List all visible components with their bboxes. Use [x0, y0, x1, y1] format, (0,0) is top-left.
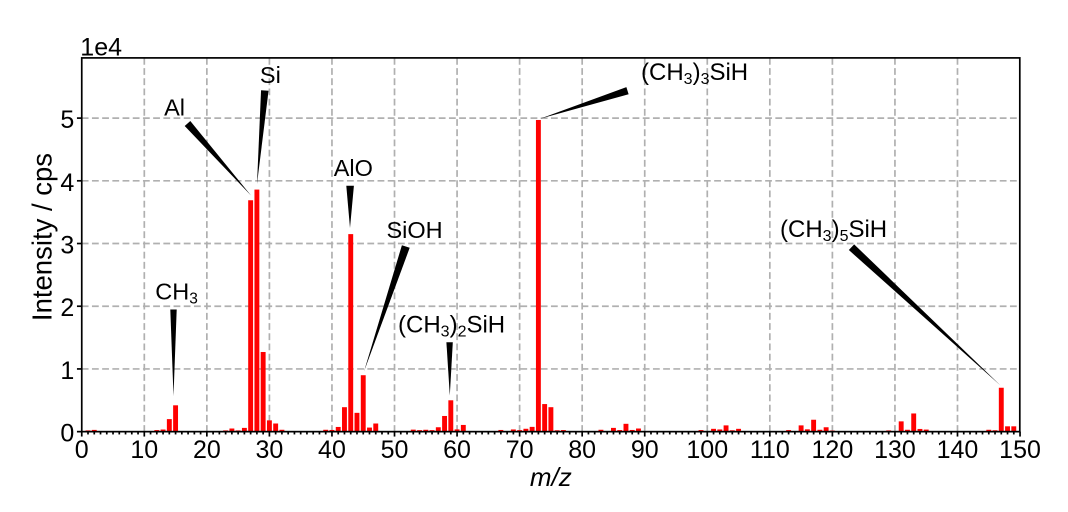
svg-text:10: 10 — [130, 436, 158, 464]
svg-text:80: 80 — [568, 436, 596, 464]
svg-text:Intensity / cps: Intensity / cps — [27, 153, 58, 321]
svg-text:40: 40 — [318, 436, 346, 464]
svg-text:60: 60 — [443, 436, 471, 464]
svg-text:5: 5 — [60, 106, 74, 134]
svg-text:AlO: AlO — [334, 155, 373, 181]
svg-text:2: 2 — [60, 294, 74, 322]
svg-text:SiOH: SiOH — [387, 217, 443, 243]
svg-text:30: 30 — [256, 436, 284, 464]
svg-text:110: 110 — [750, 436, 790, 464]
svg-text:140: 140 — [937, 436, 979, 464]
svg-text:20: 20 — [193, 436, 221, 464]
svg-text:Al: Al — [164, 94, 185, 120]
svg-text:70: 70 — [506, 436, 534, 464]
svg-text:1e4: 1e4 — [80, 33, 122, 61]
svg-text:m/z: m/z — [530, 462, 572, 492]
svg-text:4: 4 — [60, 169, 74, 197]
svg-text:Si: Si — [260, 62, 281, 88]
svg-text:(CH3​)2​SiH: (CH3​)2​SiH — [398, 312, 505, 341]
svg-text:0: 0 — [75, 436, 89, 464]
svg-text:(CH3​)5​SiH: (CH3​)5​SiH — [780, 216, 887, 245]
svg-text:130: 130 — [874, 436, 916, 464]
svg-text:0: 0 — [60, 420, 74, 448]
svg-text:120: 120 — [812, 436, 854, 464]
svg-text:1: 1 — [60, 357, 74, 385]
svg-text:3: 3 — [60, 232, 74, 260]
svg-text:(CH3​)3​SiH: (CH3​)3​SiH — [641, 59, 748, 88]
svg-text:100: 100 — [686, 436, 728, 464]
svg-text:150: 150 — [999, 436, 1041, 464]
svg-text:50: 50 — [381, 436, 409, 464]
svg-text:90: 90 — [631, 436, 659, 464]
